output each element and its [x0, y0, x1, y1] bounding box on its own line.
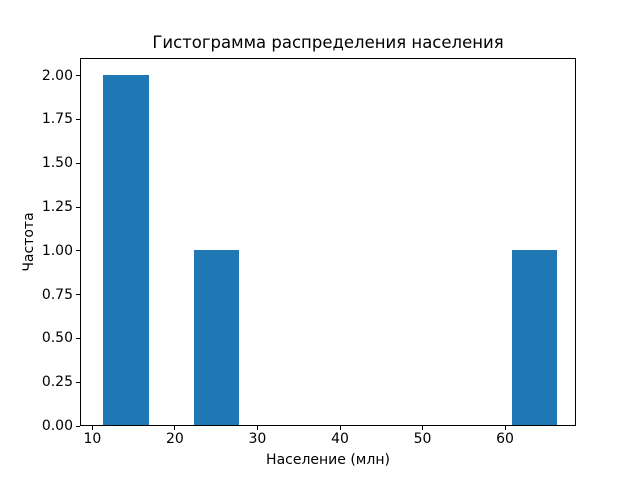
x-tick-label-50: 50: [413, 431, 432, 447]
x-tick-label-10: 10: [83, 431, 102, 447]
y-tick-label-0.50: 0.50: [41, 330, 73, 347]
x-tick-mark-50: [422, 426, 423, 430]
x-tick-mark-20: [174, 426, 176, 430]
y-tick-label-0.25: 0.25: [41, 374, 73, 391]
x-tick-label-60: 60: [496, 431, 514, 447]
y-tick-mark-1.75: [76, 118, 80, 120]
x-tick-mark-60: [504, 426, 506, 430]
y-tick-mark-1.50: [76, 162, 80, 164]
x-tick-mark-10: [91, 426, 93, 430]
x-tick-mark-40: [339, 426, 341, 430]
x-tick-label-20: 20: [165, 431, 184, 447]
y-tick-label-2.00: 2.00: [41, 67, 73, 84]
x-tick-mark-30: [256, 426, 258, 430]
y-tick-mark-0.25: [76, 381, 80, 383]
plot-area: [80, 58, 576, 426]
y-tick-mark-1.00: [76, 250, 80, 252]
y-tick-label-0.75: 0.75: [41, 286, 73, 303]
histogram-bar-2: [194, 249, 240, 425]
y-tick-mark-2.00: [76, 75, 80, 76]
y-tick-label-0.00: 0.00: [41, 418, 73, 434]
y-tick-mark-0.00: [76, 425, 80, 427]
y-tick-label-1.00: 1.00: [41, 242, 73, 259]
y-tick-label-1.50: 1.50: [41, 155, 73, 172]
x-tick-label-30: 30: [248, 431, 267, 447]
y-tick-label-1.25: 1.25: [41, 199, 73, 215]
histogram-bar-1: [103, 74, 149, 425]
y-axis-label: Частота: [21, 212, 37, 272]
x-tick-label-40: 40: [331, 431, 349, 447]
y-tick-mark-1.25: [76, 206, 80, 208]
y-tick-label-1.75: 1.75: [41, 111, 73, 128]
y-tick-mark-0.75: [76, 294, 80, 296]
histogram-bar-3: [511, 249, 558, 425]
x-axis-label: Население (млн): [266, 452, 390, 468]
chart-title: Гистограмма распределения населения: [152, 33, 504, 52]
y-tick-mark-0.50: [76, 337, 80, 339]
